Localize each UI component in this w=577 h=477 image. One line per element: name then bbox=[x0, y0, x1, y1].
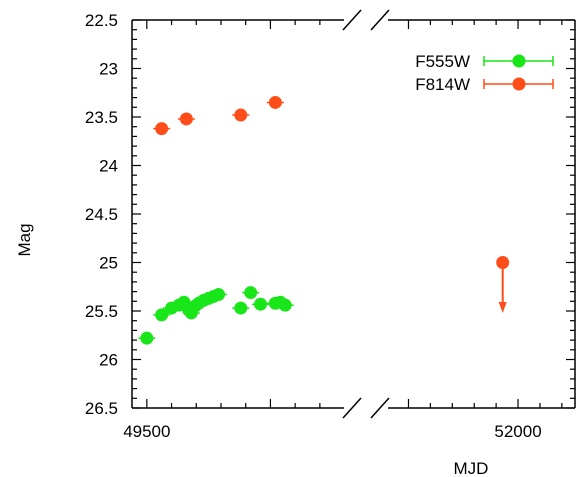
f555w-point bbox=[140, 331, 154, 345]
legend-label-f555w: F555W bbox=[415, 52, 470, 71]
f814w-point bbox=[268, 95, 282, 109]
f814w-point bbox=[179, 112, 193, 126]
x-tick-label: 52000 bbox=[494, 422, 541, 441]
legend-marker-f555w bbox=[512, 54, 526, 68]
axis-break-mark-2 bbox=[342, 397, 362, 419]
y-tick-label: 23.5 bbox=[85, 108, 118, 127]
y-tick-label: 25 bbox=[99, 254, 118, 273]
legend-marker-f814w bbox=[512, 77, 526, 91]
f555w-point bbox=[212, 288, 226, 302]
y-axis-label: Mag bbox=[15, 223, 34, 256]
ticks: 22.5 23 23.5 24 24.5 25 25.5 26 26.5 49500 52000 bbox=[85, 11, 575, 441]
y-tick-label: 26 bbox=[99, 351, 118, 370]
y-tick-label: 25.5 bbox=[85, 302, 118, 321]
axes bbox=[131, 9, 576, 419]
x-tick-label: 49500 bbox=[123, 422, 170, 441]
x-axis-label: MJD bbox=[454, 459, 489, 477]
y-tick-label: 26.5 bbox=[85, 399, 118, 418]
y-tick-label: 22.5 bbox=[85, 11, 118, 30]
f814w-point bbox=[234, 108, 248, 122]
data-points bbox=[138, 95, 510, 345]
legend: F555W F814W bbox=[415, 52, 554, 94]
f814w-point bbox=[155, 122, 169, 136]
f814w-upper-limit-point bbox=[496, 256, 510, 269]
y-tick-label: 23 bbox=[99, 60, 118, 79]
axis-break-mark-3 bbox=[370, 397, 390, 419]
axis-break-mark-0 bbox=[342, 9, 362, 31]
y-tick-label: 24.5 bbox=[85, 205, 118, 224]
axis-break-mark-1 bbox=[370, 9, 390, 31]
legend-label-f814w: F814W bbox=[415, 75, 470, 94]
f555w-point bbox=[244, 286, 258, 300]
f555w-point bbox=[155, 308, 169, 322]
f555w-point bbox=[234, 301, 248, 315]
y-tick-label: 24 bbox=[99, 157, 118, 176]
f814w-upper-limit-arrow-head bbox=[498, 302, 507, 313]
f555w-point bbox=[278, 298, 292, 312]
f555w-point bbox=[254, 297, 268, 311]
